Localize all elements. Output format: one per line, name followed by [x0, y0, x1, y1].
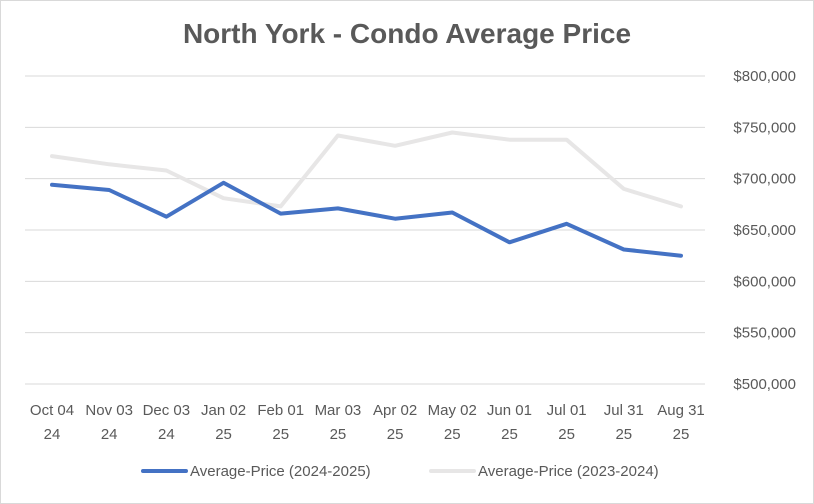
- y-tick-label-3: $650,000: [733, 222, 796, 239]
- x-tick-label-9: Jul 01: [547, 402, 587, 419]
- legend: Average-Price (2024-2025) Average-Price …: [141, 463, 659, 480]
- x-tick-label-11: Aug 31: [657, 402, 705, 419]
- x-tick-year-7: 25: [444, 426, 461, 443]
- y-tick-label-6: $800,000: [733, 68, 796, 85]
- chart-title: North York - Condo Average Price: [183, 18, 631, 49]
- x-tick-year-4: 25: [272, 426, 289, 443]
- x-tick-label-0: Oct 04: [30, 402, 74, 419]
- x-tick-year-5: 25: [330, 426, 347, 443]
- y-tick-label-0: $500,000: [733, 376, 796, 393]
- series-line-2024-2025: [50, 180, 683, 258]
- x-tick-year-2: 24: [158, 426, 175, 443]
- x-tick-label-6: Apr 02: [373, 402, 417, 419]
- x-tick-year-10: 25: [615, 426, 632, 443]
- x-tick-year-11: 25: [673, 426, 690, 443]
- x-axis-tick-labels: Oct 04 24 Nov 03 24 Dec 03 24 Jan 02 25 Feb 01 25…: [30, 402, 705, 443]
- legend-label-2024-2025: Average-Price (2024-2025): [190, 463, 371, 480]
- y-tick-label-2: $600,000: [733, 273, 796, 290]
- x-tick-label-7: May 02: [428, 402, 477, 419]
- x-tick-label-5: Mar 03: [315, 402, 362, 419]
- x-tick-label-8: Jun 01: [487, 402, 532, 419]
- series-line-2023-2024: [50, 130, 683, 209]
- y-tick-label-5: $750,000: [733, 119, 796, 136]
- y-tick-label-1: $550,000: [733, 325, 796, 342]
- x-tick-label-10: Jul 31: [604, 402, 644, 419]
- y-tick-label-4: $700,000: [733, 171, 796, 188]
- y-axis-tick-labels: $500,000 $550,000 $600,000 $650,000 $700,000…: [733, 68, 796, 393]
- legend-label-2023-2024: Average-Price (2023-2024): [478, 463, 659, 480]
- x-tick-label-4: Feb 01: [257, 402, 304, 419]
- x-tick-year-3: 25: [215, 426, 232, 443]
- x-tick-year-8: 25: [501, 426, 518, 443]
- x-tick-label-2: Dec 03: [143, 402, 191, 419]
- x-tick-year-9: 25: [558, 426, 575, 443]
- x-tick-label-1: Nov 03: [85, 402, 133, 419]
- gridlines: [25, 75, 705, 385]
- x-tick-year-1: 24: [101, 426, 118, 443]
- x-tick-year-6: 25: [387, 426, 404, 443]
- x-tick-year-0: 24: [44, 426, 61, 443]
- x-tick-label-3: Jan 02: [201, 402, 246, 419]
- series-lines: [50, 130, 683, 258]
